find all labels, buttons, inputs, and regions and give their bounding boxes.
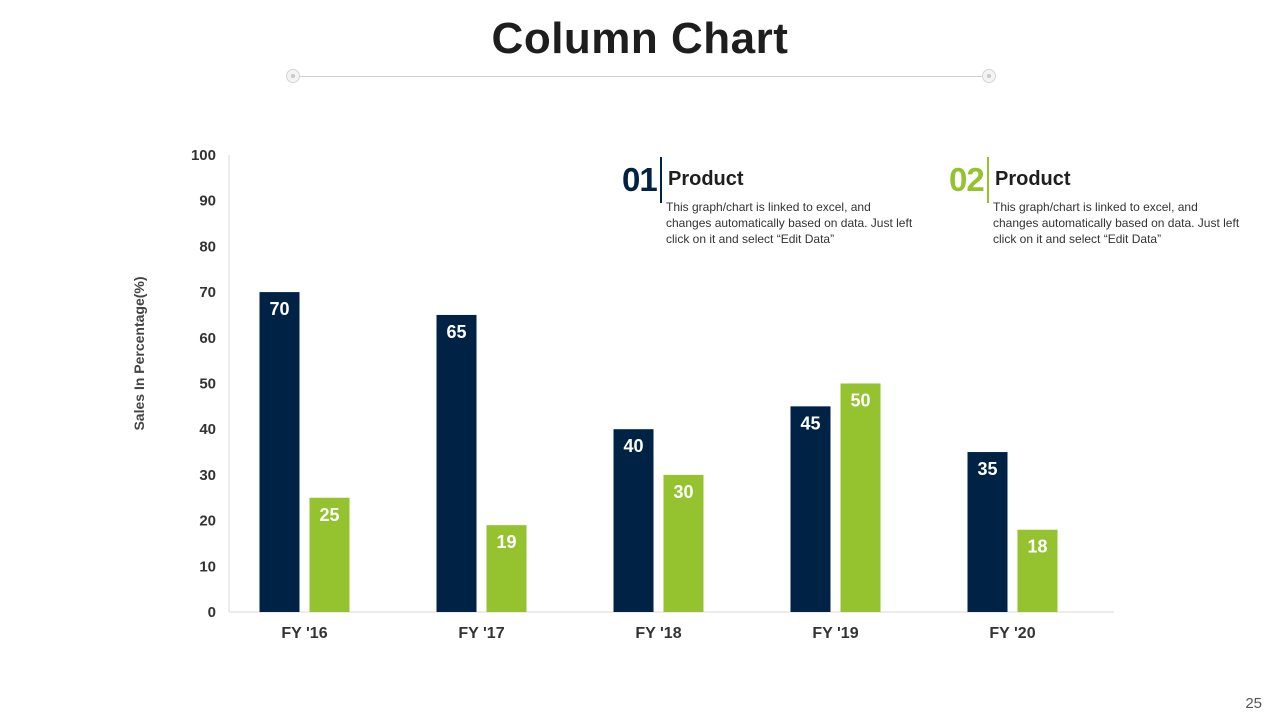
y-tick-label: 70 xyxy=(199,284,216,301)
bar-product-01 xyxy=(613,429,654,612)
y-tick-label: 10 xyxy=(199,558,216,575)
bar-product-02 xyxy=(309,497,350,612)
bar-product-02 xyxy=(663,474,704,612)
bar-product-01 xyxy=(967,452,1008,612)
x-tick-label: FY '17 xyxy=(458,625,504,642)
legend-heading: Product xyxy=(995,168,1071,190)
legend-separator xyxy=(660,157,662,203)
legend-number: 01 xyxy=(622,161,658,198)
data-label: 30 xyxy=(673,482,693,502)
bar-product-02 xyxy=(840,383,881,612)
data-label: 25 xyxy=(319,505,339,525)
bar-product-01 xyxy=(436,314,477,612)
x-tick-label: FY '19 xyxy=(812,625,858,642)
bar-product-01 xyxy=(259,292,300,612)
x-tick-label: FY '20 xyxy=(989,625,1035,642)
data-label: 70 xyxy=(269,299,289,319)
legend-description: This graph/chart is linked to excel, and… xyxy=(666,200,913,246)
slide-title: Column Chart xyxy=(491,14,789,63)
bar-product-02 xyxy=(1017,529,1058,612)
data-label: 19 xyxy=(496,532,516,552)
divider-line xyxy=(294,76,988,77)
y-tick-label: 80 xyxy=(199,238,216,255)
page-number: 25 xyxy=(1245,695,1262,712)
legend-description: This graph/chart is linked to excel, and… xyxy=(993,200,1240,246)
divider-dot-left xyxy=(286,69,300,83)
legend-heading: Product xyxy=(668,168,744,190)
x-tick-label: FY '16 xyxy=(281,625,327,642)
title-divider xyxy=(286,69,996,85)
data-label: 50 xyxy=(850,391,870,411)
y-tick-label: 0 xyxy=(208,604,216,621)
y-tick-label: 30 xyxy=(199,467,216,484)
y-tick-label: 20 xyxy=(199,513,216,530)
bar-product-01 xyxy=(790,406,831,612)
y-tick-label: 50 xyxy=(199,376,216,393)
data-label: 45 xyxy=(800,413,820,433)
y-tick-label: 60 xyxy=(199,330,216,347)
legend-number: 02 xyxy=(949,161,985,198)
bar-product-02 xyxy=(486,525,527,612)
divider-dot-right xyxy=(982,69,996,83)
legend-separator xyxy=(987,157,989,203)
x-tick-label: FY '18 xyxy=(635,625,681,642)
data-label: 65 xyxy=(446,322,466,342)
y-tick-label: 40 xyxy=(199,421,216,438)
y-tick-label: 90 xyxy=(199,193,216,210)
data-label: 40 xyxy=(623,436,643,456)
data-label: 18 xyxy=(1027,537,1047,557)
y-axis-title: Sales In Percentage(%) xyxy=(131,276,147,430)
data-label: 35 xyxy=(977,459,997,479)
y-tick-label: 100 xyxy=(191,147,216,164)
